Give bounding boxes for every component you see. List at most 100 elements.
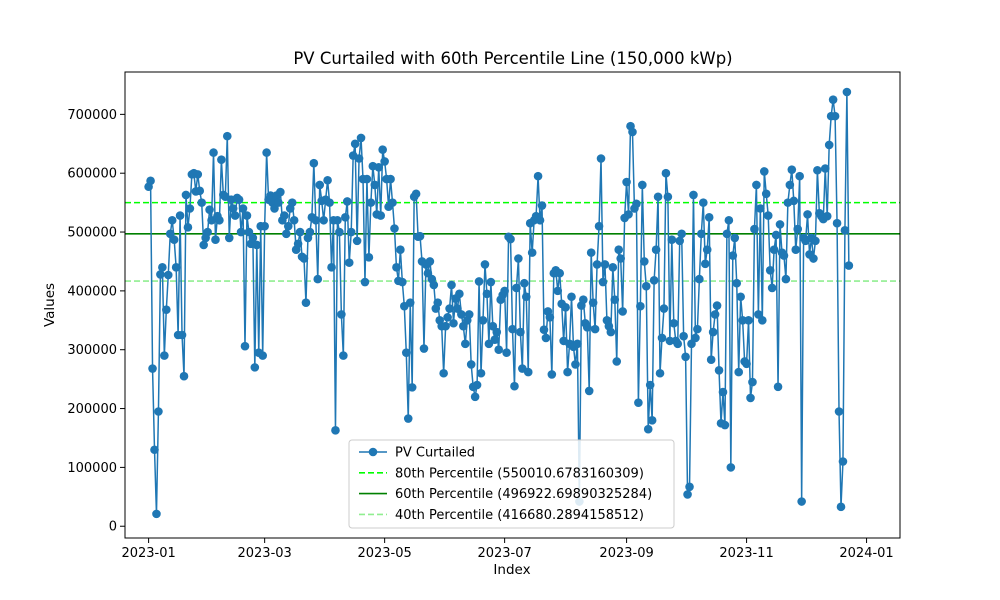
data-point bbox=[710, 310, 720, 319]
data-point bbox=[657, 333, 667, 343]
data-point bbox=[356, 133, 366, 143]
data-point bbox=[339, 351, 348, 360]
data-point bbox=[638, 180, 647, 190]
data-point bbox=[820, 164, 830, 173]
data-point bbox=[266, 191, 275, 200]
data-point bbox=[571, 360, 580, 369]
data-point bbox=[834, 407, 844, 416]
data-point bbox=[655, 368, 665, 378]
data-point bbox=[600, 260, 610, 269]
data-point bbox=[545, 313, 555, 322]
data-point bbox=[474, 277, 484, 286]
data-point bbox=[596, 154, 606, 163]
data-point bbox=[325, 198, 334, 207]
data-point bbox=[588, 298, 598, 307]
data-point bbox=[341, 213, 350, 222]
y-tick-label: 500000 bbox=[67, 226, 117, 241]
data-point bbox=[171, 263, 181, 272]
data-point bbox=[185, 204, 195, 213]
data-point bbox=[539, 325, 549, 335]
y-axis: 0 100000 200000 300000 400000 500000 600000 700… bbox=[67, 108, 125, 535]
data-point bbox=[809, 254, 818, 263]
plot-area bbox=[124, 71, 901, 539]
data-point bbox=[482, 289, 492, 299]
data-point bbox=[175, 211, 185, 220]
axes-frame bbox=[124, 71, 901, 539]
data-point bbox=[470, 392, 480, 402]
data-point bbox=[742, 359, 751, 369]
data-point bbox=[486, 277, 496, 287]
data-point bbox=[649, 275, 659, 285]
data-point bbox=[502, 348, 511, 357]
legend-marker bbox=[368, 447, 378, 457]
data-point bbox=[673, 339, 683, 349]
data-point bbox=[836, 502, 846, 512]
legend-label: 40th Percentile (416680.2894158512) bbox=[395, 508, 644, 523]
data-point bbox=[840, 225, 850, 235]
data-point bbox=[750, 224, 759, 234]
data-point bbox=[224, 233, 234, 243]
data-point bbox=[594, 221, 604, 231]
data-point bbox=[641, 281, 651, 291]
data-point bbox=[533, 171, 543, 181]
x-tick-label: 2023-09 bbox=[599, 546, 653, 561]
data-point bbox=[258, 351, 267, 360]
data-point bbox=[590, 324, 600, 334]
data-point bbox=[628, 127, 637, 137]
data-point bbox=[215, 215, 224, 225]
data-point bbox=[252, 240, 262, 250]
data-point bbox=[822, 211, 832, 221]
data-point bbox=[466, 360, 476, 369]
data-point bbox=[403, 414, 413, 423]
data-point bbox=[610, 295, 620, 305]
data-point bbox=[765, 265, 775, 275]
data-point bbox=[769, 245, 779, 254]
data-point bbox=[152, 509, 161, 519]
y-tick-label: 300000 bbox=[67, 343, 117, 358]
data-point bbox=[567, 292, 576, 302]
data-point bbox=[584, 386, 594, 396]
data-point bbox=[388, 198, 397, 207]
data-point bbox=[478, 316, 488, 325]
legend-label: 60th Percentile (496922.69890325284) bbox=[395, 487, 652, 502]
data-point bbox=[331, 426, 340, 435]
x-tick-label: 2023-03 bbox=[237, 546, 291, 561]
data-point bbox=[323, 175, 332, 185]
data-point bbox=[301, 298, 311, 307]
data-point bbox=[724, 215, 734, 225]
data-point bbox=[653, 192, 663, 202]
data-point bbox=[647, 416, 657, 425]
data-point bbox=[366, 198, 376, 207]
data-point bbox=[181, 190, 191, 200]
x-tick-label: 2024-01 bbox=[839, 546, 893, 561]
data-point bbox=[500, 286, 509, 296]
data-point bbox=[563, 367, 572, 377]
x-axis-label: Index bbox=[493, 562, 530, 578]
data-point bbox=[663, 192, 673, 202]
data-point bbox=[150, 445, 159, 455]
data-point bbox=[679, 331, 688, 341]
data-point bbox=[767, 283, 777, 293]
data-point bbox=[449, 318, 458, 328]
data-point bbox=[720, 420, 730, 430]
y-tick-label: 400000 bbox=[67, 284, 117, 299]
x-tick-label: 2023-07 bbox=[477, 546, 531, 561]
data-point bbox=[439, 368, 448, 378]
data-point bbox=[579, 295, 588, 305]
data-point bbox=[319, 215, 328, 225]
data-point bbox=[677, 229, 686, 239]
data-point bbox=[681, 352, 690, 362]
data-point bbox=[362, 174, 372, 184]
data-point bbox=[354, 154, 364, 163]
data-point bbox=[154, 407, 163, 416]
data-point bbox=[344, 258, 354, 267]
data-point bbox=[376, 211, 386, 220]
y-tick-label: 0 bbox=[109, 520, 117, 535]
data-point bbox=[401, 348, 411, 357]
data-point bbox=[651, 245, 661, 254]
data-point bbox=[195, 186, 205, 196]
data-point bbox=[380, 157, 389, 166]
data-point bbox=[708, 327, 718, 337]
x-tick-label: 2023-01 bbox=[121, 546, 175, 561]
y-tick-label: 600000 bbox=[67, 167, 117, 182]
